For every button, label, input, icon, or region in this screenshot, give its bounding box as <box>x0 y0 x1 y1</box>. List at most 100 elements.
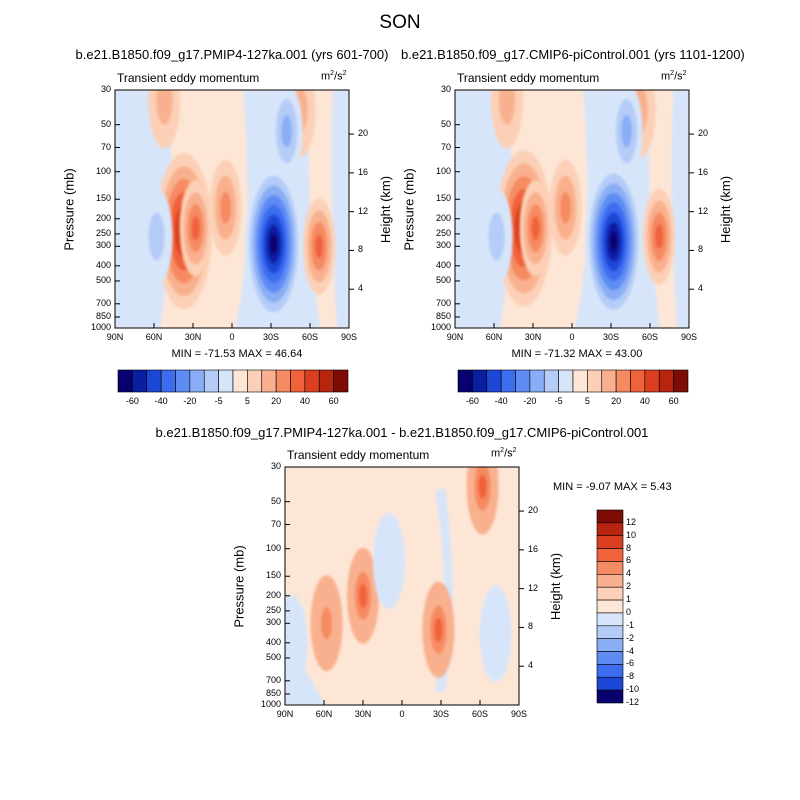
p3-htick-label: 8 <box>528 621 534 632</box>
p3-ytick-label: 150 <box>265 570 281 581</box>
p2-title: b.e21.B1850.f09_g17.CMIP6-piControl.001 … <box>401 47 745 62</box>
p3-ytick-label: 100 <box>265 542 281 553</box>
p3-colorbar-label: 6 <box>626 555 632 566</box>
p3-colorbar-box <box>596 574 624 588</box>
p3-colorbar-box <box>596 651 624 665</box>
p1-xtick-label: 60N <box>145 332 163 342</box>
p2-colorbar-box <box>673 369 689 393</box>
p1-htick-label: 16 <box>358 166 369 177</box>
p1-contour-6-1 <box>156 90 173 125</box>
p1-colorbar-label: -5 <box>214 396 223 406</box>
p2-ytick-label: 700 <box>435 297 451 308</box>
p2-xtick-label: 0 <box>569 332 575 342</box>
p2-contour-3-7 <box>610 231 618 252</box>
p3-colorbar-label: -4 <box>626 645 635 656</box>
p1-ytick-label: 850 <box>95 310 111 321</box>
p2-ytick-label: 850 <box>435 310 451 321</box>
p2-xtick-label: 30S <box>602 332 619 342</box>
p3-colorbar-label: 0 <box>626 606 632 617</box>
p3-contour-0-3 <box>359 583 367 608</box>
p1-colorbar-label: 20 <box>271 396 282 406</box>
p3-colorbar-box <box>596 625 624 639</box>
p2-ytick-label: 100 <box>435 165 451 176</box>
p1-htick-label: 20 <box>358 128 369 139</box>
p3-htick-label: 4 <box>528 660 534 671</box>
p2-xtick-label: 60N <box>485 332 503 342</box>
p2-colorbar-label: 60 <box>668 396 679 406</box>
p1-xtick-label: 90N <box>106 332 124 342</box>
p3-contour-2-3 <box>434 617 443 642</box>
p3-colorbar-box <box>596 548 624 562</box>
p3-colorbar-box <box>596 586 624 601</box>
p3-ytick-label: 300 <box>265 617 281 628</box>
p2-htick-label: 12 <box>698 205 709 216</box>
p1-ytick-label: 150 <box>95 193 111 204</box>
p2-ytick-label: 400 <box>435 259 451 270</box>
p3-colorbar-box <box>596 522 624 537</box>
p1-contour-3-7 <box>270 234 278 254</box>
p1-ytick-label: 700 <box>95 297 111 308</box>
p3-contour-6-1 <box>285 618 300 667</box>
p2-colorbar-label: -60 <box>465 396 479 406</box>
p3-htick-label: 20 <box>528 505 539 516</box>
p2-xtick-label: 30N <box>524 332 542 342</box>
p2-htick-label: 16 <box>698 166 709 177</box>
p3-ytick-label: 250 <box>265 604 281 615</box>
p2-contour-2-2 <box>560 191 571 224</box>
p3-colorbar-box <box>596 509 624 524</box>
p2-colorbar-label: -40 <box>494 396 508 406</box>
p2-contour-8-2 <box>621 115 632 148</box>
p3-colorbar-label: 12 <box>626 516 637 527</box>
p3-colorbar-label: 10 <box>626 529 637 540</box>
p2-colorbar-label: 40 <box>639 396 650 406</box>
p1-contour-2-2 <box>220 191 231 224</box>
p2-ytick-label: 1000 <box>430 322 451 332</box>
p3-contour-3-3 <box>478 474 487 499</box>
p3-xtick-label: 60S <box>471 709 488 719</box>
p1-contour-5-1 <box>148 212 165 261</box>
p1-ytick-label: 70 <box>100 141 111 152</box>
p3-colorbar-label: 1 <box>626 594 632 605</box>
p3-colorbar-label: -12 <box>626 697 640 707</box>
p1-colorbar-box <box>333 369 349 393</box>
p3-colorbar-box <box>596 535 624 549</box>
p2-contour-4-3 <box>655 224 664 249</box>
p2-xtick-label: 60S <box>641 332 658 342</box>
p3-ytick-label: 500 <box>265 651 281 662</box>
p1-contour-4-3 <box>315 234 324 259</box>
p1-xtick-label: 30N <box>184 332 202 342</box>
p3-colorbar-label: -8 <box>626 671 635 682</box>
p1-htick-label: 12 <box>358 205 369 216</box>
p3-htick-label: 16 <box>528 543 539 554</box>
p3-colorbar-label: -1 <box>626 619 635 630</box>
p3-xtick-label: 90S <box>510 709 527 719</box>
p3-colorbar-box <box>596 689 624 704</box>
p2-contour-5-1 <box>488 212 505 261</box>
p1-contour-8-2 <box>281 115 292 148</box>
p3-contour-5-1 <box>487 609 504 658</box>
p1-ytick-label: 500 <box>95 274 111 285</box>
p3-colorbar-box <box>596 612 624 627</box>
p2-ytick-label: 150 <box>435 193 451 204</box>
p3-ytick-label: 1000 <box>260 699 281 709</box>
p3-contour-4-1 <box>381 537 397 586</box>
p3-ytick-label: 50 <box>270 495 281 506</box>
p1-ytick-label: 200 <box>95 212 111 223</box>
p3-colorbar-box <box>596 676 624 691</box>
p1-xtick-label: 0 <box>229 332 235 342</box>
p2-htick-label: 20 <box>698 128 709 139</box>
p1-ytick-label: 50 <box>100 118 111 129</box>
p1-htick-label: 4 <box>358 283 364 294</box>
p1-ytick-label: 100 <box>95 165 111 176</box>
p3-ytick-label: 700 <box>265 674 281 685</box>
p2-ytick-label: 300 <box>435 240 451 251</box>
p2-colorbar-label: 5 <box>584 396 590 406</box>
p1-contour-1-3 <box>191 216 200 241</box>
p1-polar-negative-band <box>331 90 349 328</box>
p1-colorbar-label: -20 <box>183 396 197 406</box>
p1-ytick-label: 300 <box>95 240 111 251</box>
p2-ytick-label: 500 <box>435 274 451 285</box>
